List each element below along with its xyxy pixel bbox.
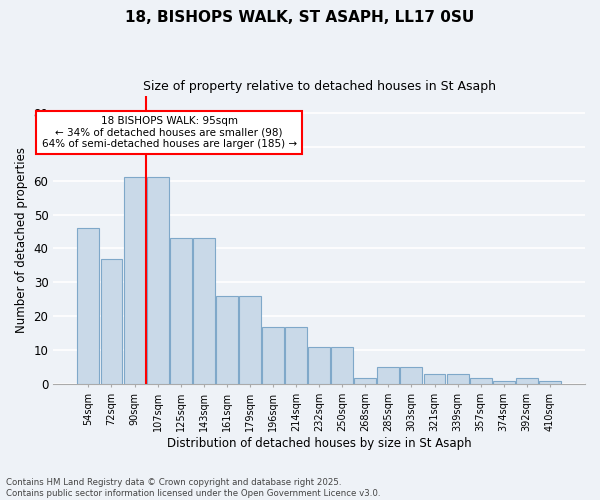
- Title: Size of property relative to detached houses in St Asaph: Size of property relative to detached ho…: [143, 80, 496, 93]
- Bar: [493, 381, 515, 384]
- Bar: [470, 378, 491, 384]
- Bar: [308, 347, 330, 385]
- X-axis label: Distribution of detached houses by size in St Asaph: Distribution of detached houses by size …: [167, 437, 472, 450]
- Bar: [77, 228, 100, 384]
- Y-axis label: Number of detached properties: Number of detached properties: [15, 147, 28, 333]
- Text: Contains HM Land Registry data © Crown copyright and database right 2025.
Contai: Contains HM Land Registry data © Crown c…: [6, 478, 380, 498]
- Bar: [285, 326, 307, 384]
- Bar: [216, 296, 238, 384]
- Bar: [146, 177, 169, 384]
- Bar: [331, 347, 353, 385]
- Bar: [446, 374, 469, 384]
- Bar: [170, 238, 191, 384]
- Bar: [377, 368, 400, 384]
- Bar: [539, 381, 561, 384]
- Bar: [400, 368, 422, 384]
- Bar: [262, 326, 284, 384]
- Bar: [355, 378, 376, 384]
- Bar: [424, 374, 445, 384]
- Bar: [101, 258, 122, 384]
- Bar: [193, 238, 215, 384]
- Bar: [239, 296, 261, 384]
- Text: 18, BISHOPS WALK, ST ASAPH, LL17 0SU: 18, BISHOPS WALK, ST ASAPH, LL17 0SU: [125, 10, 475, 25]
- Text: 18 BISHOPS WALK: 95sqm
← 34% of detached houses are smaller (98)
64% of semi-det: 18 BISHOPS WALK: 95sqm ← 34% of detached…: [41, 116, 297, 149]
- Bar: [124, 177, 146, 384]
- Bar: [516, 378, 538, 384]
